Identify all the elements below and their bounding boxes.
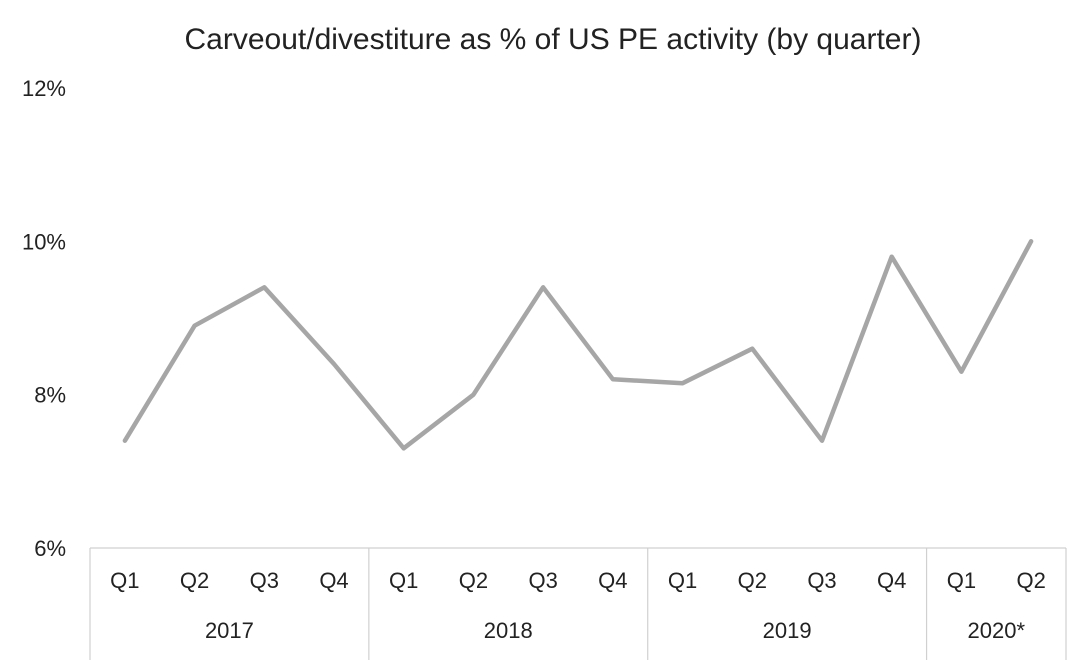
series-line [122, 239, 1034, 451]
chart-title: Carveout/divestiture as % of US PE activ… [185, 23, 922, 56]
x-group-label: 2019 [763, 618, 812, 643]
y-tick-label: 12% [22, 76, 66, 101]
y-tick-label: 10% [22, 229, 66, 254]
x-group-label: 2017 [205, 618, 254, 643]
x-tick-label: Q2 [459, 568, 488, 593]
x-tick-label: Q3 [807, 568, 836, 593]
x-axis: Q1 Q2 Q3 Q4 Q1 Q2 Q3 Q4 Q1 Q2 Q3 Q4 Q1 Q2 2017 2018 2019… [89, 547, 1067, 660]
x-group-label: 2020* [968, 618, 1026, 643]
y-tick-label: 6% [34, 536, 66, 561]
x-tick-label: Q2 [1016, 568, 1045, 593]
x-tick-label: Q2 [180, 568, 209, 593]
x-tick-label: Q1 [668, 568, 697, 593]
x-tick-label: Q2 [738, 568, 767, 593]
x-tick-label: Q3 [528, 568, 557, 593]
x-group-label: 2018 [484, 618, 533, 643]
x-tick-label: Q3 [250, 568, 279, 593]
x-tick-label: Q1 [389, 568, 418, 593]
x-tick-label: Q1 [947, 568, 976, 593]
series-group [122, 239, 1034, 451]
x-tick-label: Q4 [877, 568, 906, 593]
y-tick-label: 8% [34, 383, 66, 408]
y-axis-ticks: 6% 8% 10% 12% [22, 76, 66, 561]
x-tick-label: Q4 [598, 568, 627, 593]
x-tick-label: Q1 [110, 568, 139, 593]
x-tick-label: Q4 [319, 568, 348, 593]
